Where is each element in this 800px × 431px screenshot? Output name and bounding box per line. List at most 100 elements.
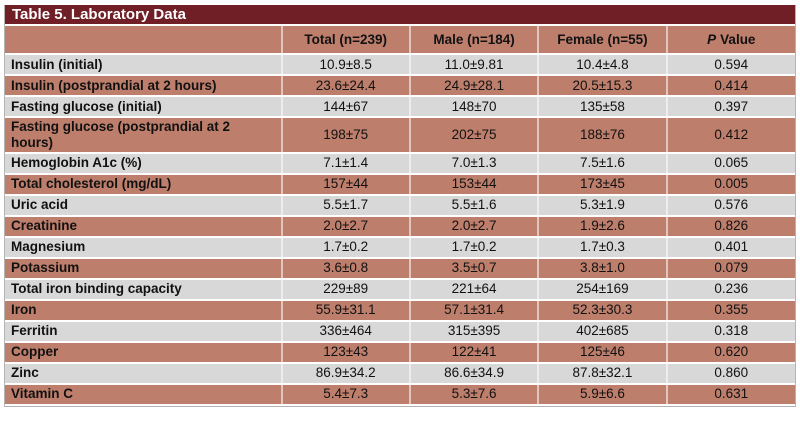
male-value: 86.6±34.9	[409, 362, 540, 385]
total-value: 123±43	[281, 341, 411, 364]
female-value: 10.4±4.8	[538, 54, 668, 76]
total-value: 5.5±1.7	[281, 194, 411, 217]
p-value: 0.397	[666, 96, 795, 118]
female-value: 87.8±32.1	[538, 362, 668, 385]
total-value: 23.6±24.4	[281, 75, 411, 97]
total-value: 198±75	[281, 117, 411, 154]
table-row: Iron 55.9±31.1 57.1±31.4 52.3±30.3 0.355	[5, 299, 795, 322]
p-value: 0.236	[666, 278, 795, 301]
male-value: 5.3±7.6	[409, 383, 540, 406]
table-row: Magnesium 1.7±0.2 1.7±0.2 1.7±0.3 0.401	[5, 236, 795, 259]
p-value: 0.594	[666, 54, 795, 76]
p-value: 0.065	[666, 152, 795, 175]
p-value: 0.576	[666, 194, 795, 217]
male-value: 24.9±28.1	[409, 75, 540, 97]
row-label: Fasting glucose (initial)	[5, 96, 283, 118]
p-value-symbol: P	[707, 31, 717, 47]
female-value: 135±58	[538, 96, 668, 118]
male-value: 122±41	[409, 341, 540, 364]
female-value: 173±45	[538, 173, 668, 196]
total-value: 55.9±31.1	[281, 299, 411, 322]
male-value: 202±75	[409, 117, 540, 154]
p-value: 0.355	[666, 299, 795, 322]
total-value: 86.9±34.2	[281, 362, 411, 385]
female-value: 5.3±1.9	[538, 194, 668, 217]
table-row: Copper 123±43 122±41 125±46 0.620	[5, 341, 795, 364]
row-label: Insulin (postprandial at 2 hours)	[5, 75, 283, 97]
table-row: Fasting glucose (initial) 144±67 148±70 135…	[5, 96, 795, 118]
row-label: Vitamin C	[5, 383, 283, 406]
row-label: Iron	[5, 299, 283, 322]
female-value: 52.3±30.3	[538, 299, 668, 322]
p-value: 0.631	[666, 383, 795, 406]
total-value: 2.0±2.7	[281, 215, 411, 238]
row-label: Total iron binding capacity	[5, 278, 283, 301]
total-value: 5.4±7.3	[281, 383, 411, 406]
header-pvalue: P Value	[666, 26, 795, 55]
female-value: 402±685	[538, 320, 668, 343]
male-value: 153±44	[409, 173, 540, 196]
table-row: Zinc 86.9±34.2 86.6±34.9 87.8±32.1 0.860	[5, 362, 795, 385]
female-value: 125±46	[538, 341, 668, 364]
p-value: 0.401	[666, 236, 795, 259]
total-value: 229±89	[281, 278, 411, 301]
row-label: Uric acid	[5, 194, 283, 217]
p-value: 0.318	[666, 320, 795, 343]
table-row: Ferritin 336±464 315±395 402±685 0.318	[5, 320, 795, 343]
p-value: 0.079	[666, 257, 795, 280]
row-label: Copper	[5, 341, 283, 364]
table-row: Hemoglobin A1c (%) 7.1±1.4 7.0±1.3 7.5±1.6 0…	[5, 152, 795, 175]
female-value: 7.5±1.6	[538, 152, 668, 175]
p-value: 0.005	[666, 173, 795, 196]
female-value: 3.8±1.0	[538, 257, 668, 280]
table-row: Fasting glucose (postprandial at 2 hours…	[5, 117, 795, 154]
male-value: 1.7±0.2	[409, 236, 540, 259]
table-row: Uric acid 5.5±1.7 5.5±1.6 5.3±1.9 0.576	[5, 194, 795, 217]
female-value: 1.9±2.6	[538, 215, 668, 238]
row-label: Total cholesterol (mg/dL)	[5, 173, 283, 196]
page: Table 5. Laboratory Data Total (n=239) M…	[4, 5, 796, 407]
male-value: 5.5±1.6	[409, 194, 540, 217]
total-value: 10.9±8.5	[281, 54, 411, 76]
header-total: Total (n=239)	[281, 26, 411, 55]
male-value: 221±64	[409, 278, 540, 301]
header-female: Female (n=55)	[538, 26, 668, 55]
total-value: 7.1±1.4	[281, 152, 411, 175]
row-label: Ferritin	[5, 320, 283, 343]
p-value: 0.860	[666, 362, 795, 385]
p-value: 0.412	[666, 117, 795, 154]
table-row: Total iron binding capacity 229±89 221±64 2…	[5, 278, 795, 301]
table-row: Total cholesterol (mg/dL) 157±44 153±44 173…	[5, 173, 795, 196]
male-value: 11.0±9.81	[409, 54, 540, 76]
p-value: 0.826	[666, 215, 795, 238]
total-value: 144±67	[281, 96, 411, 118]
p-value: 0.414	[666, 75, 795, 97]
table-title: Table 5. Laboratory Data	[12, 6, 186, 23]
female-value: 5.9±6.6	[538, 383, 668, 406]
row-label: Hemoglobin A1c (%)	[5, 152, 283, 175]
p-value: 0.620	[666, 341, 795, 364]
table-title-bar: Table 5. Laboratory Data	[5, 5, 795, 26]
table-row: Insulin (initial) 10.9±8.5 11.0±9.81 10.4±4…	[5, 54, 795, 76]
table-body: Insulin (initial) 10.9±8.5 11.0±9.81 10.4±4…	[5, 54, 795, 406]
male-value: 3.5±0.7	[409, 257, 540, 280]
p-value-label: Value	[720, 31, 756, 47]
row-label: Magnesium	[5, 236, 283, 259]
total-value: 157±44	[281, 173, 411, 196]
female-value: 20.5±15.3	[538, 75, 668, 97]
total-value: 1.7±0.2	[281, 236, 411, 259]
row-label: Zinc	[5, 362, 283, 385]
female-value: 254±169	[538, 278, 668, 301]
male-value: 148±70	[409, 96, 540, 118]
total-value: 3.6±0.8	[281, 257, 411, 280]
total-value: 336±464	[281, 320, 411, 343]
table-row: Potassium 3.6±0.8 3.5±0.7 3.8±1.0 0.079	[5, 257, 795, 280]
row-label: Insulin (initial)	[5, 54, 283, 76]
male-value: 315±395	[409, 320, 540, 343]
female-value: 188±76	[538, 117, 668, 154]
data-table: Total (n=239) Male (n=184) Female (n=55)…	[5, 26, 795, 406]
female-value: 1.7±0.3	[538, 236, 668, 259]
header-male: Male (n=184)	[409, 26, 540, 55]
table-row: Vitamin C 5.4±7.3 5.3±7.6 5.9±6.6 0.631	[5, 383, 795, 406]
row-label: Creatinine	[5, 215, 283, 238]
